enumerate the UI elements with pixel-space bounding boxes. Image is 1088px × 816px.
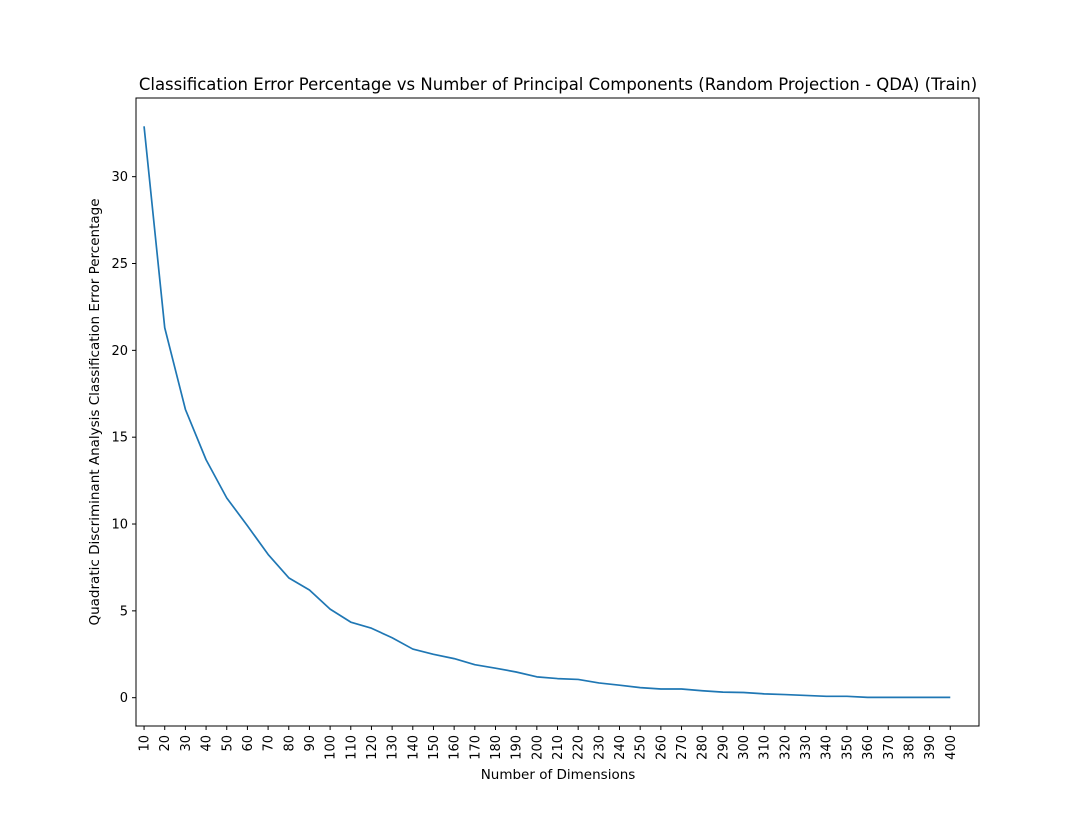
x-tick-label: 240 [613,735,628,760]
x-tick-label: 400 [944,735,959,760]
x-tick-label: 140 [406,735,421,760]
x-tick-label: 290 [716,735,731,760]
x-tick-label: 300 [737,735,752,760]
y-tick-label: 20 [111,344,128,359]
x-tick-label: 220 [572,735,587,760]
x-tick-label: 230 [592,735,607,760]
x-tick-label: 330 [799,735,814,760]
x-tick-label: 70 [262,735,277,752]
y-tick-label: 10 [111,518,128,533]
x-tick-label: 260 [654,735,669,760]
x-tick-label: 40 [200,735,215,752]
x-tick-label: 20 [158,735,173,752]
x-tick-label: 50 [220,735,235,752]
y-axis-label: Quadratic Discriminant Analysis Classifi… [87,198,103,625]
y-axis: 0 5 10 15 20 25 30 [111,170,136,706]
y-tick-label: 15 [111,431,128,446]
x-tick-label: 170 [468,735,483,760]
chart-title: Classification Error Percentage vs Numbe… [139,75,977,94]
y-tick-label: 30 [111,170,128,185]
x-tick-label: 200 [530,735,545,760]
x-tick-label: 120 [365,735,380,760]
x-tick-label: 340 [820,735,835,760]
x-tick-label: 250 [634,735,649,760]
x-tick-label: 90 [303,735,318,752]
x-tick-label: 130 [386,735,401,760]
x-tick-label: 100 [324,735,339,760]
y-tick-label: 25 [111,257,128,272]
x-tick-label: 280 [696,735,711,760]
plot-frame [135,97,980,727]
y-tick-label: 5 [120,604,128,619]
x-tick-label: 10 [138,735,153,752]
x-tick-label: 350 [840,735,855,760]
x-tick-label: 180 [489,735,504,760]
x-tick-label: 30 [179,735,194,752]
x-tick-label: 160 [448,735,463,760]
series-line-0 [143,126,951,699]
x-tick-label: 270 [675,735,690,760]
x-tick-label: 190 [510,735,525,760]
x-tick-label: 320 [778,735,793,760]
x-tick-label: 80 [282,735,297,752]
x-tick-label: 150 [427,735,442,760]
x-tick-label: 390 [923,735,938,760]
x-tick-label: 360 [861,735,876,760]
x-tick-label: 210 [551,735,566,760]
x-tick-label: 110 [344,735,359,760]
x-tick-label: 380 [902,735,917,760]
x-tick-label: 310 [758,735,773,760]
x-tick-label: 370 [882,735,897,760]
x-tick-label: 60 [241,735,256,752]
x-axis: 10 20 30 40 50 60 70 80 90 100 110 120 130 140 150 160 1… [138,726,959,760]
y-tick-label: 0 [120,691,128,706]
plot-area [143,126,951,699]
x-axis-label: Number of Dimensions [481,767,636,783]
